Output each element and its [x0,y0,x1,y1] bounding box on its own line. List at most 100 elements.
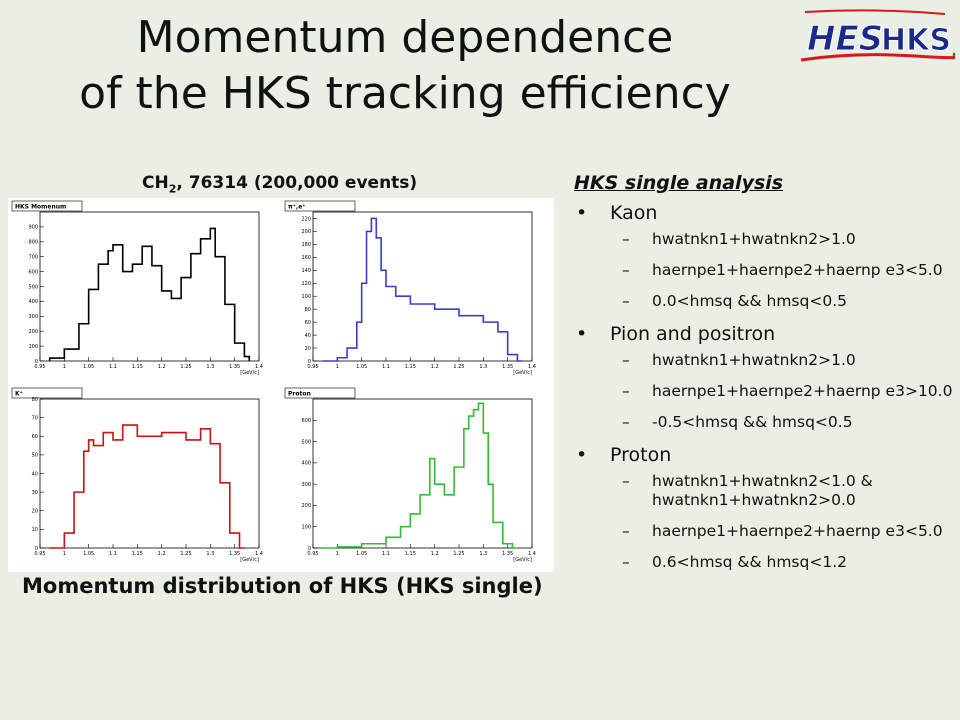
cut-item: – -0.5<hmsq && hmsq<0.5 [574,413,954,432]
dash-icon: – [622,382,630,400]
y-tick-label: 40 [32,471,38,477]
bullet-proton: • Proton [574,444,954,466]
panel-title-box [284,200,356,212]
cut-text: hwatnkn1+hwatnkn2>1.0 [652,230,856,248]
cut-text: -0.5<hmsq && hmsq<0.5 [652,413,853,431]
cut-text: hwatnkn1+hwatnkn2<1.0 & hwatnkn1+hwatnkn… [652,472,873,509]
y-tick-label: 400 [301,461,311,467]
panel-title: Proton [288,391,311,398]
dataset-subscript: 2 [168,182,177,196]
logo-swoosh-top [804,9,946,15]
x-axis-label: [GeV/c] [240,370,259,376]
dash-icon: – [622,553,630,571]
x-tick-label: 1.2 [431,364,439,370]
x-tick-label: 1.4 [255,551,263,557]
x-tick-label: 1.15 [132,551,143,557]
y-tick-label: 0 [308,546,311,552]
x-tick-label: 1.3 [479,364,487,370]
x-tick-label: 1.2 [158,364,166,370]
cut-text: 0.0<hmsq && hmsq<0.5 [652,292,847,310]
y-tick-label: 20 [305,346,311,352]
figure-caption: Momentum distribution of HKS (HKS single… [22,574,543,598]
y-tick-label: 200 [28,329,38,335]
y-tick-label: 0 [35,546,38,552]
x-tick-label: 1.35 [502,364,513,370]
panel-title-box [284,387,356,399]
x-tick-label: 1.15 [132,364,143,370]
x-tick-label: 1.25 [453,551,464,557]
cut-item: – hwatnkn1+hwatnkn2>1.0 [574,351,954,370]
y-tick-label: 100 [28,344,38,350]
bullet-label: Kaon [610,202,658,224]
panel-title: K⁺ [15,391,23,398]
cut-text: haernpe1+haernpe2+haernp e3<5.0 [652,261,943,279]
dash-icon: – [622,261,630,279]
y-tick-label: 300 [301,482,311,488]
x-tick-label: 1 [336,551,339,557]
bullet-label: Pion and positron [610,323,776,345]
histogram-panel-2: π⁺,e⁺ 0.95 1 1.05 1.1 1.15 1.2 1.25 1.3 1.35 1.4 0 2… [284,200,536,376]
logo-underline-swoosh [800,52,955,62]
y-tick-label: 80 [305,307,311,313]
x-tick-label: 1.15 [405,364,416,370]
dash-icon: – [622,351,630,369]
x-tick-label: 1.15 [405,551,416,557]
y-tick-label: 400 [28,299,38,305]
histogram-figure: HKS Momenum 0.95 1 1.05 1.1 1.15 1.2 1.25 1.3 1.3… [8,198,554,572]
y-tick-label: 60 [305,320,311,326]
logo-hes-text: HES [807,19,883,59]
x-tick-label: 1.1 [382,551,390,557]
x-tick-label: 1.05 [356,551,367,557]
y-tick-label: 140 [301,268,311,274]
y-tick-label: 30 [32,490,38,496]
x-tick-label: 1.35 [229,551,240,557]
y-tick-label: 800 [28,240,38,246]
x-tick-label: 1.3 [206,551,214,557]
x-tick-label: 1.25 [453,364,464,370]
bullet-label: Proton [610,444,672,466]
y-tick-label: 120 [301,281,311,287]
x-tick-label: 1.4 [255,364,263,370]
analysis-panel: HKS single analysis • Kaon – hwatnkn1+hwat… [574,172,954,584]
dash-icon: – [622,230,630,248]
y-tick-label: 180 [301,242,311,248]
x-tick-label: 1.4 [528,364,536,370]
x-tick-label: 1.2 [158,551,166,557]
histogram-series [48,227,251,361]
y-tick-label: 300 [28,314,38,320]
plot-frame [39,211,260,362]
x-tick-label: 1.3 [206,364,214,370]
hes-hks-logo: HES HKS [800,9,955,62]
dash-icon: – [622,522,630,540]
x-tick-label: 0.95 [307,551,318,557]
x-axis-label: [GeV/c] [513,370,532,376]
bullet-dot-icon: • [576,444,588,466]
cut-item: – 0.0<hmsq && hmsq<0.5 [574,292,954,311]
cut-text: hwatnkn1+hwatnkn2>1.0 [652,351,856,369]
histogram-panel-3: K⁺ 0.95 1 1.05 1.1 1.15 1.2 1.25 1.3 1.35 1.4 0 10 20… [11,387,263,563]
panel-title: π⁺,e⁺ [288,204,305,211]
dataset-ch: CH [142,173,169,193]
panel-title-box [11,387,83,399]
y-tick-label: 20 [32,509,38,515]
plot-frame [39,398,260,549]
y-tick-label: 60 [32,434,38,440]
dash-icon: – [622,413,630,431]
plot-frame [312,211,533,362]
y-tick-label: 900 [28,225,38,231]
cut-item: – hwatnkn1+hwatnkn2<1.0 & hwatnkn1+hwatnk… [574,472,954,510]
x-tick-label: 1 [63,551,66,557]
x-tick-label: 1 [63,364,66,370]
logo-hks-text: HKS [881,23,951,58]
x-tick-label: 1.1 [109,364,117,370]
y-tick-label: 40 [305,333,311,339]
x-tick-label: 1.05 [83,551,94,557]
x-tick-label: 1.25 [180,364,191,370]
y-tick-label: 200 [301,229,311,235]
x-axis-label: [GeV/c] [240,557,259,563]
x-tick-label: 1.05 [83,364,94,370]
dash-icon: – [622,292,630,310]
histogram-panel-1: HKS Momenum 0.95 1 1.05 1.1 1.15 1.2 1.25 1.3 1.3… [11,200,263,376]
cut-item: – haernpe1+haernpe2+haernp e3<5.0 [574,522,954,541]
cut-item: – haernpe1+haernpe2+haernp e3<5.0 [574,261,954,280]
